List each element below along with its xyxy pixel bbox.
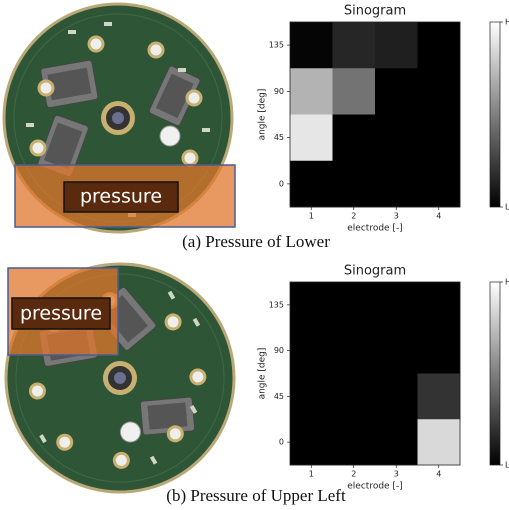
heatmap-cell (418, 282, 461, 328)
y-tick-label: 135 (269, 41, 284, 50)
colorbar (490, 282, 500, 465)
heatmap-cell (290, 374, 333, 420)
pcb-photo (0, 222, 276, 510)
heatmap-cell (418, 374, 461, 420)
heatmap-cell (375, 328, 418, 374)
heatmap-cell (290, 161, 333, 208)
heatmap-cell (333, 282, 376, 328)
heatmap-cell (375, 374, 418, 420)
heatmap-cell (290, 419, 333, 465)
heatmap-cell (290, 115, 333, 162)
heatmap-cell (290, 328, 333, 374)
pressure-label: pressure (20, 303, 102, 325)
x-tick-label: 3 (394, 212, 399, 221)
pressure-label: pressure (80, 186, 162, 208)
heatmap-cell (290, 68, 333, 115)
y-tick-label: 0 (279, 179, 284, 188)
caption: (b) Pressure of Upper Left (166, 486, 346, 505)
colorbar (490, 22, 500, 207)
heatmap-cell (290, 22, 333, 69)
heatmap-cell (418, 68, 461, 115)
heatmap-cell (375, 68, 418, 115)
heatmap-cell (333, 328, 376, 374)
heatmap-cell (418, 328, 461, 374)
heatmap-cell (333, 419, 376, 465)
heatmap-cell (418, 161, 461, 208)
x-tick-label: 1 (309, 212, 314, 221)
x-tick-label: 4 (436, 212, 441, 221)
x-axis-label: electrode [-] (347, 482, 402, 492)
x-tick-label: 2 (351, 470, 356, 479)
figure: pressure (a) Pressure of Lower pressure … (0, 0, 509, 510)
heatmap-cell (418, 115, 461, 162)
colorbar-tick-label: H (505, 278, 509, 287)
colorbar-tick-label: H (505, 18, 509, 27)
x-tick-label: 3 (394, 470, 399, 479)
heatmap-cell (375, 161, 418, 208)
x-tick-label: 1 (309, 470, 314, 479)
chart-title: Sinogram (344, 4, 406, 19)
y-tick-label: 0 (279, 438, 284, 447)
heatmap-cell (333, 22, 376, 69)
y-tick-label: 90 (274, 87, 284, 96)
heatmap-cell (375, 419, 418, 465)
x-axis-label: electrode [-] (347, 224, 402, 234)
y-tick-label: 90 (274, 346, 284, 355)
heatmap-cell (333, 161, 376, 208)
colorbar-tick-label: L (505, 203, 509, 212)
x-tick-label: 4 (436, 470, 441, 479)
y-tick-label: 45 (274, 392, 284, 401)
chart-title: Sinogram (344, 264, 406, 279)
heatmap-cell (375, 22, 418, 69)
heatmap-cell (375, 115, 418, 162)
y-tick-label: 45 (274, 133, 284, 142)
heatmap-cell (418, 22, 461, 69)
heatmap-cell (333, 115, 376, 162)
heatmap-cell (375, 282, 418, 328)
y-tick-label: 135 (269, 300, 284, 309)
y-axis-label: angle [deg] (258, 348, 268, 400)
caption: (a) Pressure of Lower (182, 232, 330, 251)
heatmap-cell (418, 419, 461, 465)
y-axis-label: angle [deg] (258, 89, 268, 141)
heatmap-cell (333, 374, 376, 420)
colorbar-tick-label: L (505, 461, 509, 470)
x-tick-label: 2 (351, 212, 356, 221)
heatmap-cell (333, 68, 376, 115)
heatmap-cell (290, 282, 333, 328)
